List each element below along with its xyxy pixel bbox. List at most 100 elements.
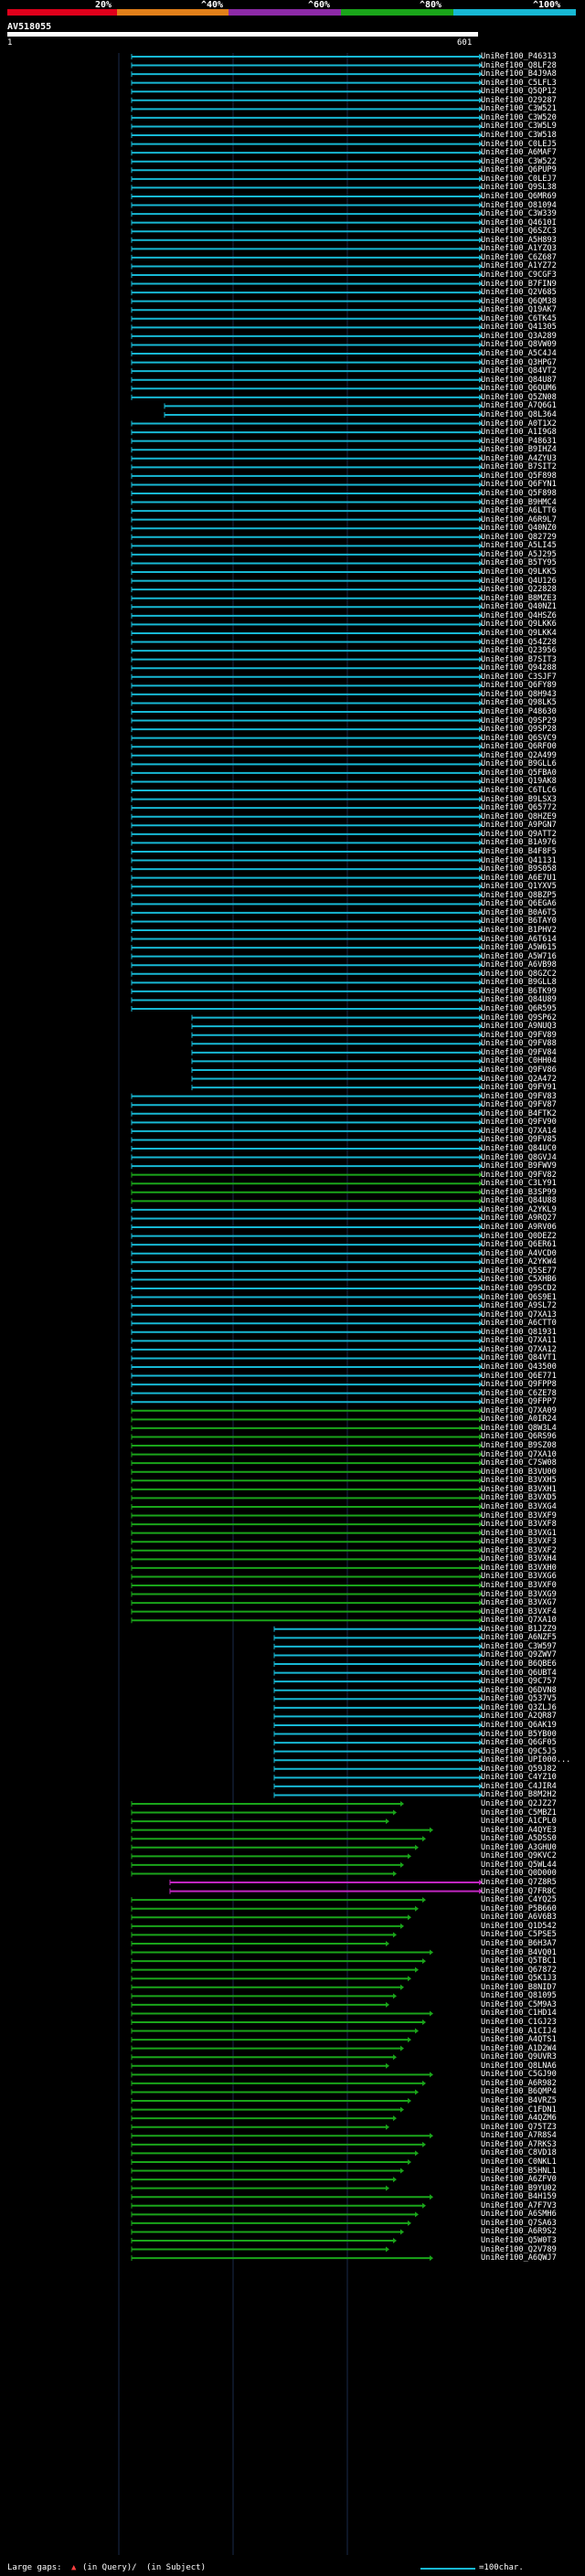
hit-label[interactable]: UniRef100_C5PSE5 <box>481 1930 557 1940</box>
hit-label[interactable]: UniRef100_Q84VT1 <box>481 1353 557 1363</box>
hit-label[interactable]: UniRef100_P48631 <box>481 436 557 446</box>
hit-label[interactable]: UniRef100_Q6FY89 <box>481 681 557 691</box>
hit-label[interactable]: UniRef100_B4VQ01 <box>481 1947 557 1957</box>
hit-label[interactable]: UniRef100_A6CTT0 <box>481 1319 557 1329</box>
hit-label[interactable]: UniRef100_Q5F898 <box>481 489 557 498</box>
hit-label[interactable]: UniRef100_Q9UVR3 <box>481 2052 557 2062</box>
hit-label[interactable]: UniRef100_Q84U87 <box>481 375 557 385</box>
hit-label[interactable]: UniRef100_A7F7V3 <box>481 2200 557 2210</box>
hit-label[interactable]: UniRef100_Q82729 <box>481 532 557 542</box>
hit-label[interactable]: UniRef100_A5W615 <box>481 943 557 953</box>
hit-label[interactable]: UniRef100_Q5K1J3 <box>481 1974 557 1984</box>
hit-label[interactable]: UniRef100_Q65772 <box>481 803 557 813</box>
hit-label[interactable]: UniRef100_A5H893 <box>481 235 557 245</box>
hit-label[interactable]: UniRef100_Q8L364 <box>481 409 557 419</box>
hit-label[interactable]: UniRef100_Q6SVC9 <box>481 733 557 743</box>
hit-label[interactable]: UniRef100_B8NID7 <box>481 1982 557 1992</box>
hit-label[interactable]: UniRef100_Q6UBT4 <box>481 1668 557 1678</box>
hit-label[interactable]: UniRef100_Q7FR8C <box>481 1886 557 1896</box>
hit-label[interactable]: UniRef100_B9YU02 <box>481 2183 557 2193</box>
hit-label[interactable]: UniRef100_Q537V5 <box>481 1694 557 1704</box>
hit-label[interactable]: UniRef100_A5DSS0 <box>481 1834 557 1844</box>
hit-label[interactable]: UniRef100_Q98LK5 <box>481 698 557 708</box>
hit-label[interactable]: UniRef100_B1PHV2 <box>481 926 557 935</box>
hit-label[interactable]: UniRef100_Q1D542 <box>481 1921 557 1931</box>
hit-label[interactable]: UniRef100_C3W520 <box>481 112 557 122</box>
hit-label[interactable]: UniRef100_A6SMH6 <box>481 2210 557 2220</box>
hit-label[interactable]: UniRef100_Q9LKK6 <box>481 620 557 630</box>
hit-label[interactable]: UniRef100_A6T614 <box>481 934 557 944</box>
hit-label[interactable]: UniRef100_B3VXF9 <box>481 1511 557 1521</box>
hit-label[interactable]: UniRef100_C1HD14 <box>481 2009 557 2019</box>
hit-label[interactable]: UniRef100_A4QTS1 <box>481 2035 557 2045</box>
hit-label[interactable]: UniRef100_Q84U88 <box>481 1196 557 1206</box>
hit-label[interactable]: UniRef100_B9HMC4 <box>481 497 557 507</box>
hit-label[interactable]: UniRef100_A4ZYU3 <box>481 453 557 463</box>
hit-label[interactable]: UniRef100_B1A976 <box>481 838 557 848</box>
hit-label[interactable]: UniRef100_Q0DEZ2 <box>481 1231 557 1241</box>
hit-label[interactable]: UniRef100_B6H3A7 <box>481 1938 557 1948</box>
hit-label[interactable]: UniRef100_C5XHB6 <box>481 1275 557 1285</box>
hit-label[interactable]: UniRef100_Q8BZP5 <box>481 890 557 900</box>
hit-label[interactable]: UniRef100_Q7SA63 <box>481 2218 557 2228</box>
hit-label[interactable]: UniRef100_C4JIR4 <box>481 1781 557 1791</box>
hit-label[interactable]: UniRef100_Q6SZC3 <box>481 227 557 237</box>
hit-label[interactable]: UniRef100_Q9SP28 <box>481 725 557 735</box>
hit-label[interactable]: UniRef100_A5C4J4 <box>481 349 557 359</box>
hit-label[interactable]: UniRef100_Q9C5J5 <box>481 1746 557 1756</box>
hit-label[interactable]: UniRef100_C3W522 <box>481 156 557 166</box>
hit-label[interactable]: UniRef100_Q81095 <box>481 1991 557 2001</box>
hit-label[interactable]: UniRef100_A6V6B3 <box>481 1913 557 1923</box>
hit-label[interactable]: UniRef100_A4QYE3 <box>481 1825 557 1835</box>
hit-label[interactable]: UniRef100_A6R9S2 <box>481 2227 557 2237</box>
hit-label[interactable]: UniRef100_Q84VT2 <box>481 366 557 376</box>
hit-label[interactable]: UniRef100_Q6ER61 <box>481 1240 557 1250</box>
hit-label[interactable]: UniRef100_C1FDN1 <box>481 2104 557 2115</box>
hit-label[interactable]: UniRef100_A9NUQ3 <box>481 1022 557 1032</box>
hit-label[interactable]: UniRef100_A7RKS3 <box>481 2139 557 2149</box>
hit-label[interactable]: UniRef100_Q1YXV5 <box>481 882 557 892</box>
hit-label[interactable]: UniRef100_A1D2W4 <box>481 2043 557 2053</box>
hit-label[interactable]: UniRef100_Q7XA10 <box>481 1616 557 1626</box>
hit-label[interactable]: UniRef100_B3VXH0 <box>481 1563 557 1573</box>
hit-label[interactable]: UniRef100_O29287 <box>481 95 557 105</box>
hit-label[interactable]: UniRef100_Q41305 <box>481 323 557 333</box>
hit-label[interactable]: UniRef100_B3VXF2 <box>481 1545 557 1555</box>
hit-label[interactable]: UniRef100_C3LY91 <box>481 1179 557 1189</box>
hit-label[interactable]: UniRef100_Q8LNA6 <box>481 2061 557 2071</box>
hit-label[interactable]: UniRef100_Q4HSZ6 <box>481 610 557 620</box>
hit-label[interactable]: UniRef100_B3VU00 <box>481 1467 557 1477</box>
hit-label[interactable]: UniRef100_Q9FV91 <box>481 1083 557 1093</box>
hit-label[interactable]: UniRef100_P5B660 <box>481 1903 557 1913</box>
hit-label[interactable]: UniRef100_Q8W3L4 <box>481 1423 557 1433</box>
hit-label[interactable]: UniRef100_Q40NZ1 <box>481 602 557 612</box>
hit-label[interactable]: UniRef100_Q9FV87 <box>481 1100 557 1110</box>
hit-label[interactable]: UniRef100_UPI000... <box>481 1755 571 1765</box>
hit-label[interactable]: UniRef100_A6VB98 <box>481 960 557 970</box>
hit-label[interactable]: UniRef100_Q43500 <box>481 1362 557 1372</box>
hit-label[interactable]: UniRef100_Q9FV89 <box>481 1030 557 1040</box>
hit-label[interactable]: UniRef100_A7Q6G1 <box>481 401 557 411</box>
hit-label[interactable]: UniRef100_A1CIJ4 <box>481 2026 557 2036</box>
hit-label[interactable]: UniRef100_A2YKW4 <box>481 1257 557 1267</box>
hit-label[interactable]: UniRef100_Q5WL44 <box>481 1860 557 1870</box>
hit-label[interactable]: UniRef100_Q6GF05 <box>481 1738 557 1748</box>
hit-label[interactable]: UniRef100_P48630 <box>481 707 557 716</box>
hit-label[interactable]: UniRef100_B9FWV9 <box>481 1161 557 1171</box>
hit-label[interactable]: UniRef100_A6R9L7 <box>481 514 557 525</box>
hit-label[interactable]: UniRef100_Q9FV85 <box>481 1135 557 1145</box>
hit-label[interactable]: UniRef100_B9LSX3 <box>481 794 557 804</box>
hit-label[interactable]: UniRef100_C3W518 <box>481 131 557 141</box>
hit-label[interactable]: UniRef100_B6TK99 <box>481 986 557 996</box>
hit-label[interactable]: UniRef100_Q6QUM6 <box>481 384 557 394</box>
hit-label[interactable]: UniRef100_B3VXH5 <box>481 1476 557 1486</box>
hit-label[interactable]: UniRef100_Q9LKK5 <box>481 567 557 578</box>
hit-label[interactable]: UniRef100_Q6DVN8 <box>481 1685 557 1695</box>
hit-label[interactable]: UniRef100_Q6S9E1 <box>481 1292 557 1302</box>
hit-label[interactable]: UniRef100_A4QZM6 <box>481 2114 557 2124</box>
hit-label[interactable]: UniRef100_B3VXD5 <box>481 1493 557 1503</box>
hit-label[interactable]: UniRef100_B0A6T5 <box>481 907 557 917</box>
hit-label[interactable]: UniRef100_C3W5L9 <box>481 122 557 132</box>
hit-label[interactable]: UniRef100_Q5QP12 <box>481 87 557 97</box>
hit-label[interactable]: UniRef100_Q8VW09 <box>481 340 557 350</box>
